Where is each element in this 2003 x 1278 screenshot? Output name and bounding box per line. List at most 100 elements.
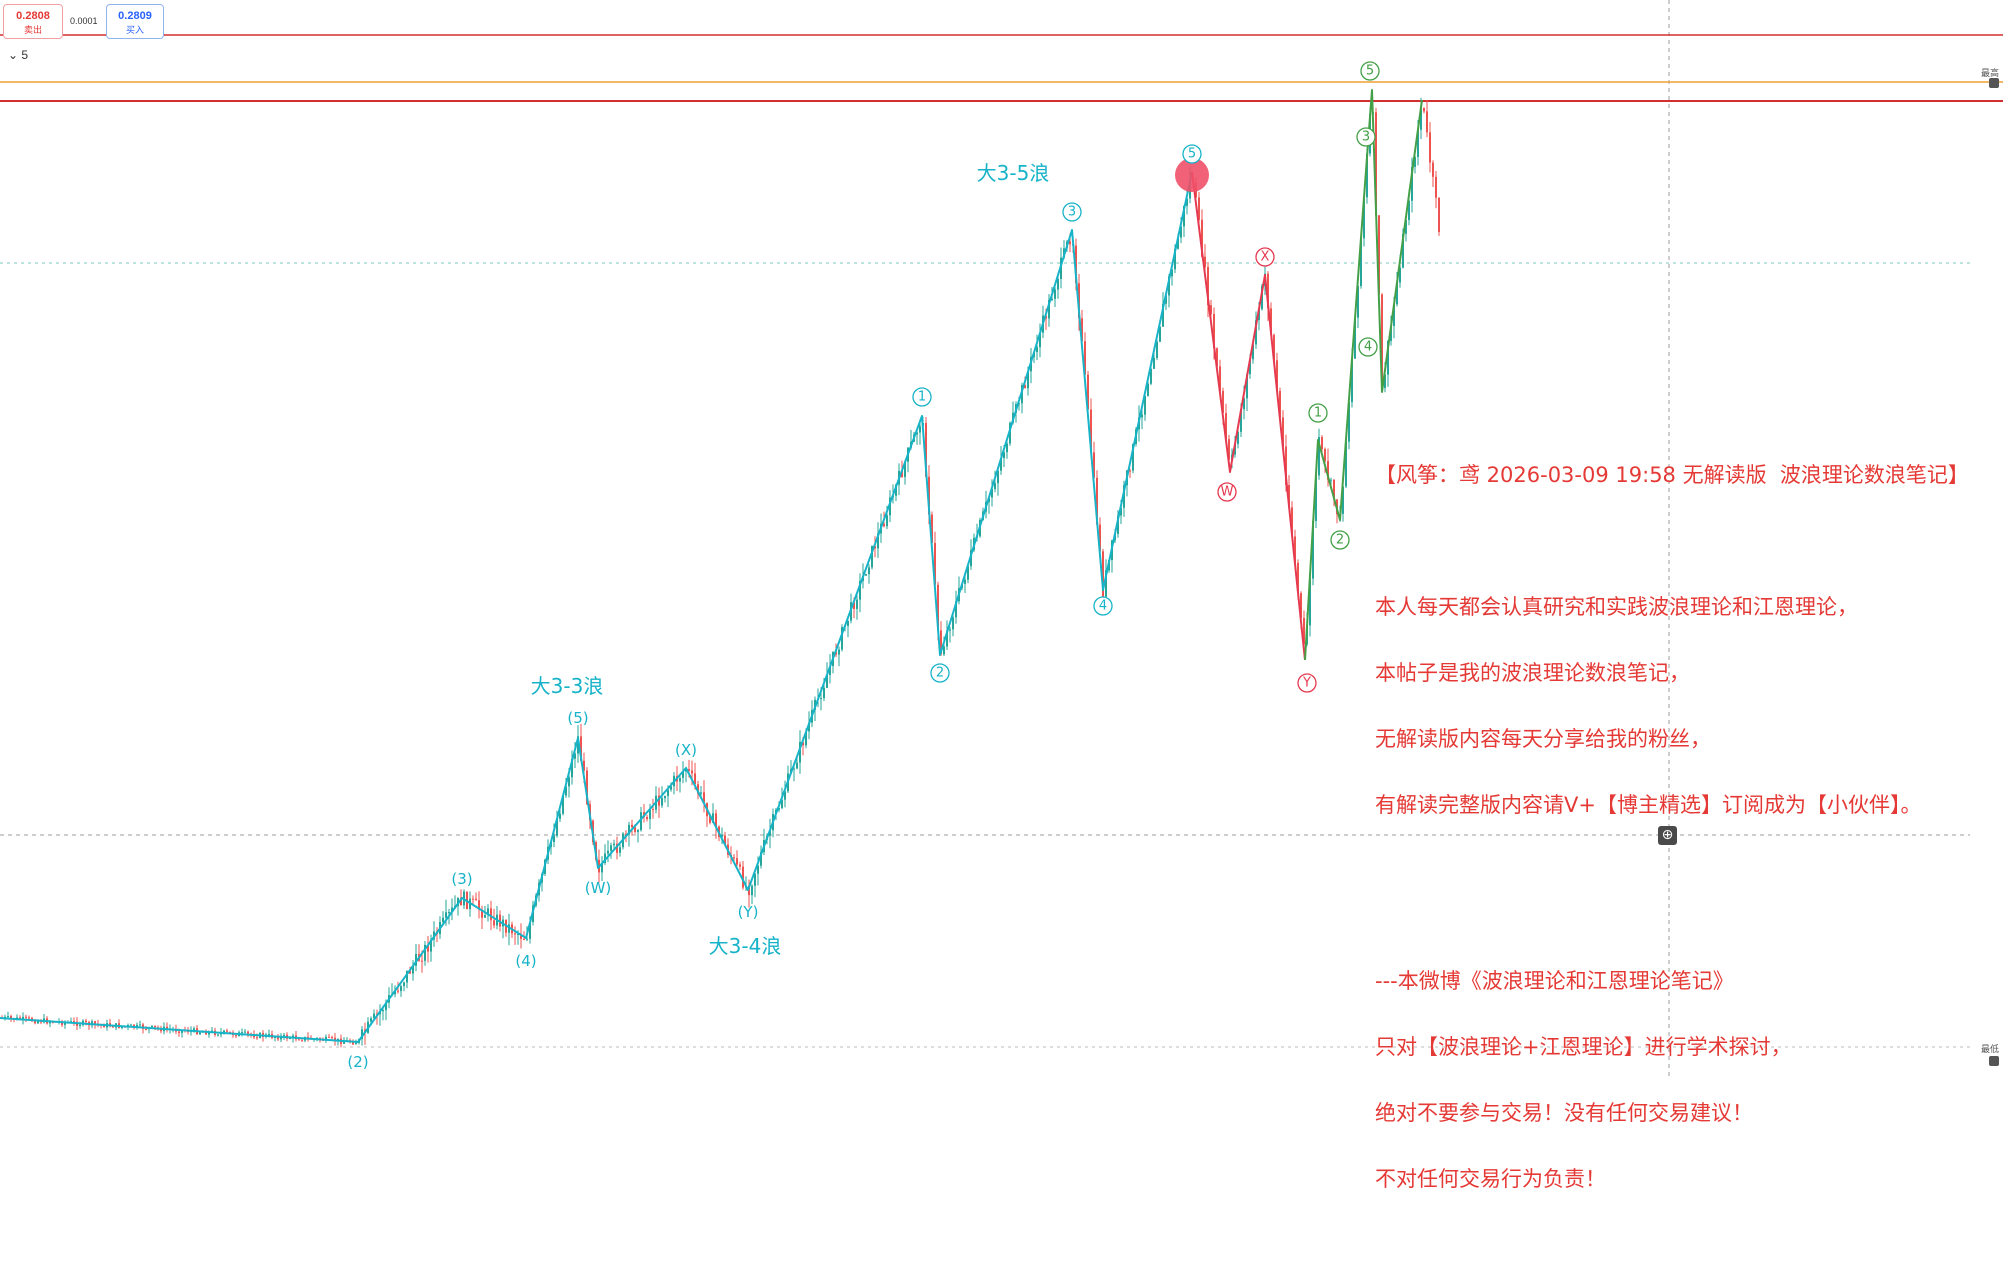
candle-body <box>1165 295 1167 304</box>
candle-body <box>1057 278 1059 290</box>
low-axis-tag: 最低 <box>1980 1044 1999 1054</box>
candle-body <box>1219 366 1221 392</box>
candle-body <box>1168 276 1170 296</box>
candle-body <box>403 982 405 987</box>
annotation-line: 不对任何交易行为负责！ <box>1375 1167 1606 1191</box>
candle-body <box>1246 374 1248 399</box>
candle-body <box>1171 269 1173 277</box>
candle-body <box>1384 374 1386 389</box>
candle-body <box>685 769 687 772</box>
candle-body <box>481 909 483 918</box>
candle-body <box>1423 107 1425 112</box>
candle-body <box>73 1021 75 1023</box>
wave-lines <box>0 89 1423 1043</box>
candle-body <box>1216 348 1218 367</box>
candle-body <box>793 768 795 770</box>
wave-label: 4 <box>1099 599 1107 614</box>
candle-body <box>601 862 603 873</box>
candle-body <box>1174 248 1176 270</box>
candle-body <box>715 813 717 827</box>
candle-body <box>556 818 558 836</box>
candle-body <box>1120 507 1122 516</box>
candle-body <box>721 835 723 838</box>
candle-body <box>610 845 612 851</box>
wave-label: (W) <box>585 879 612 897</box>
candle-body <box>640 812 642 831</box>
candle-body <box>994 483 996 490</box>
candle-body <box>1075 245 1077 284</box>
candle-body <box>1150 368 1152 384</box>
candle-body <box>739 864 741 867</box>
candle-body <box>838 649 840 655</box>
sell-button[interactable]: 0.2808 卖出 <box>3 4 63 39</box>
candle-body <box>916 432 918 435</box>
buy-button[interactable]: 0.2809 买入 <box>106 4 164 39</box>
candle-body <box>1435 176 1437 198</box>
price-levels <box>0 34 2003 102</box>
candle-body <box>475 898 477 901</box>
candle-body <box>724 835 726 845</box>
candle-body <box>658 795 660 806</box>
wave-label-circle <box>1093 596 1113 616</box>
candle-body <box>820 698 822 700</box>
interval-selector[interactable]: ⌄ 5 <box>8 48 28 62</box>
candle-body <box>472 898 474 900</box>
annotation-line: 无解读版内容每天分享给我的粉丝， <box>1375 727 1711 751</box>
candle-body <box>991 489 993 498</box>
candle-body <box>64 1022 66 1025</box>
candle-body <box>1000 458 1002 471</box>
crosshair-add-icon[interactable]: ⊕ <box>1658 826 1677 845</box>
candle-body <box>1129 470 1131 472</box>
candle-body <box>34 1021 36 1024</box>
candle-body <box>1309 578 1311 626</box>
candle-body <box>1312 520 1314 579</box>
candle-body <box>1348 402 1350 442</box>
wave-label-circle <box>930 663 950 683</box>
wave-label: (2) <box>347 1053 368 1071</box>
candle-body <box>769 830 771 836</box>
candle-body <box>112 1026 114 1028</box>
candle-body <box>946 630 948 647</box>
candle-body <box>625 833 627 835</box>
candle-body <box>1141 414 1143 418</box>
candle-body <box>757 865 759 874</box>
candle-body <box>1084 341 1086 375</box>
candle-body <box>445 912 447 918</box>
candle-body <box>361 1029 363 1040</box>
candle-body <box>571 758 573 778</box>
candle-body <box>199 1032 201 1035</box>
candle-body <box>343 1041 345 1044</box>
candle-body <box>1048 300 1050 319</box>
candle-body <box>1123 485 1125 508</box>
candle-body <box>154 1025 156 1028</box>
candle-body <box>412 965 414 974</box>
candle-body <box>799 741 801 763</box>
candle-body <box>604 853 606 863</box>
wave-label: 大3-4浪 <box>709 934 782 958</box>
spread-value: 0.0001 <box>70 16 98 26</box>
candle-body <box>808 722 810 732</box>
candle-body <box>166 1026 168 1030</box>
wave-label: 4 <box>1364 340 1372 355</box>
candle-body <box>451 907 453 912</box>
candle-body <box>1006 443 1008 453</box>
candle-body <box>37 1020 39 1024</box>
candle-body <box>649 809 651 820</box>
candle-body <box>1243 398 1245 410</box>
candle-body <box>565 786 567 796</box>
candle-body <box>385 1002 387 1011</box>
candle-body <box>181 1029 183 1033</box>
candle-body <box>613 843 615 846</box>
candle-body <box>919 426 921 433</box>
chevron-down-icon: ⌄ <box>8 48 19 62</box>
candle-body <box>1378 215 1380 295</box>
candle-body <box>268 1033 270 1035</box>
candle-body <box>841 627 843 650</box>
candle-body <box>1252 344 1254 360</box>
candle-body <box>352 1042 354 1045</box>
wave-line-green <box>1304 89 1423 661</box>
candle-body <box>85 1020 87 1023</box>
candle-body <box>1117 515 1119 534</box>
candle-body <box>805 731 807 746</box>
